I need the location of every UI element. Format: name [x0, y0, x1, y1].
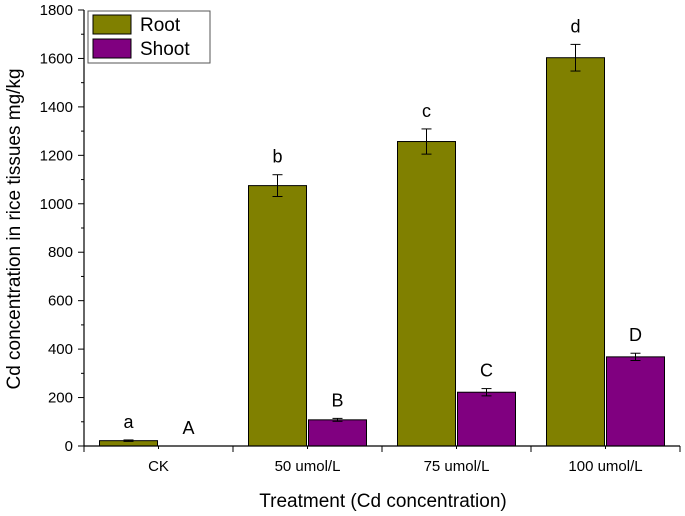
bar-shoot-1: [308, 419, 367, 447]
legend: Root Shoot: [87, 10, 211, 64]
x-axis-title: Treatment (Cd concentration): [259, 491, 506, 512]
error-bar-root-0: [123, 439, 134, 442]
error-bar-shoot-1: [332, 417, 343, 422]
y-tick-label-400: 400: [48, 341, 73, 358]
x-tick-label-1: 50 umol/L: [275, 458, 341, 475]
significance-label-root-1: b: [272, 147, 282, 167]
significance-label-shoot-2: C: [480, 361, 493, 381]
error-bar-shoot-2: [481, 388, 492, 397]
error-bar-root-1: [272, 174, 283, 198]
significance-label-root-3: d: [570, 16, 580, 36]
significance-label-shoot-1: B: [331, 390, 343, 410]
y-tick-label-200: 200: [48, 390, 73, 407]
significance-label-root-0: a: [123, 412, 134, 432]
error-bar-shoot-3: [630, 352, 641, 361]
x-tick-label-3: 100 umol/L: [568, 458, 642, 475]
bars-layer: [99, 57, 665, 447]
legend-swatch-root: [92, 14, 132, 35]
bar-shoot-2: [457, 391, 516, 447]
y-tick-label-0: 0: [65, 438, 73, 455]
y-tick-label-1600: 1600: [40, 50, 73, 67]
x-tick-label-2: 75 umol/L: [424, 458, 490, 475]
legend-swatch-shoot: [92, 38, 132, 59]
y-tick-label-1200: 1200: [40, 147, 73, 164]
bar-root-2: [397, 141, 456, 447]
bar-root-3: [546, 57, 605, 447]
y-tick-label-1800: 1800: [40, 2, 73, 19]
error-bar-root-3: [570, 43, 581, 72]
y-tick-label-1000: 1000: [40, 196, 73, 213]
legend-label-shoot: Shoot: [140, 39, 190, 60]
error-bar-root-2: [421, 128, 432, 155]
y-tick-label-800: 800: [48, 244, 73, 261]
bar-root-1: [248, 185, 307, 447]
x-tick-label-0: CK: [148, 458, 169, 475]
significance-label-shoot-3: D: [629, 325, 642, 345]
bar-shoot-3: [606, 356, 665, 447]
y-axis-title: Cd concentration in rice tissues mg/kg: [4, 68, 25, 389]
error-bars-layer: [123, 43, 641, 442]
y-tick-label-1400: 1400: [40, 99, 73, 116]
significance-label-shoot-0: A: [182, 418, 194, 438]
significance-labels-layer: a Ab Bc Cd D: [123, 16, 642, 438]
significance-label-root-2: c: [422, 101, 431, 121]
y-tick-label-600: 600: [48, 293, 73, 310]
legend-label-root: Root: [140, 15, 181, 36]
ticks-layer: 0 200 400 600 800 1000 1200 1400 1600 1800 CK 50 um…: [40, 2, 681, 475]
